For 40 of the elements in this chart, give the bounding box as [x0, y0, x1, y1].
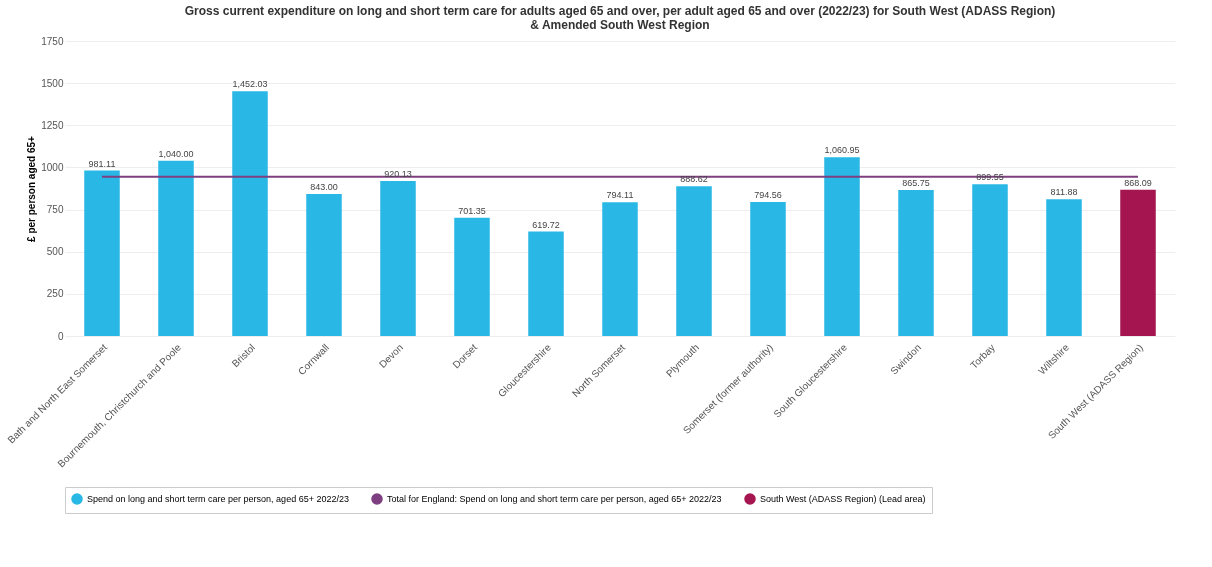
bar [602, 202, 638, 336]
bar [158, 160, 194, 336]
y-tick-label: 250 [46, 288, 64, 300]
data-label: 619.72 [532, 219, 560, 230]
y-tick-label: 1750 [41, 35, 64, 47]
bar [972, 184, 1008, 336]
data-label: 868.09 [1124, 177, 1152, 188]
y-tick-label: 750 [46, 204, 64, 216]
bar [528, 231, 564, 336]
bar [824, 157, 860, 336]
data-label: 981.11 [88, 158, 116, 169]
legend-label: Total for England: Spend on long and short term care per person, aged 65+ 2022/23 [387, 494, 722, 504]
data-label: 1,040.00 [158, 148, 194, 159]
data-label: 794.11 [606, 190, 634, 201]
bar [306, 193, 342, 336]
y-tick-label: 1500 [41, 77, 64, 89]
bar [380, 180, 416, 336]
data-label: 811.88 [1050, 187, 1078, 198]
bar [676, 186, 712, 336]
y-tick-label: 1250 [41, 119, 64, 131]
bar [232, 91, 268, 336]
bar [1120, 189, 1156, 336]
bar [898, 190, 934, 336]
legend-label: Spend on long and short term care per person, aged 65+ 2022/23 [87, 494, 349, 504]
y-tick-label: 0 [57, 330, 64, 342]
data-label: 701.35 [458, 205, 486, 216]
data-label: 843.00 [310, 181, 338, 192]
data-label: 1,452.03 [232, 79, 268, 90]
bar [1046, 199, 1082, 336]
data-label: 865.75 [902, 178, 930, 189]
chart-title: Gross current expenditure on long and short term care for adults aged 65 and over, per adult aged 65 and over (2022/23) for South West (ADASS Region) & Amended South West Region [184, 4, 1056, 32]
data-label: 1,060.95 [824, 145, 860, 156]
legend-label: South West (ADASS Region) (Lead area) [760, 494, 926, 504]
y-tick-label: 1000 [41, 161, 64, 173]
bar [84, 170, 120, 336]
data-label: 794.56 [754, 190, 782, 201]
y-tick-label: 500 [46, 246, 64, 258]
y-axis-title: £ per person aged 65+ [26, 135, 38, 242]
bar [454, 217, 490, 336]
bar [750, 202, 786, 336]
